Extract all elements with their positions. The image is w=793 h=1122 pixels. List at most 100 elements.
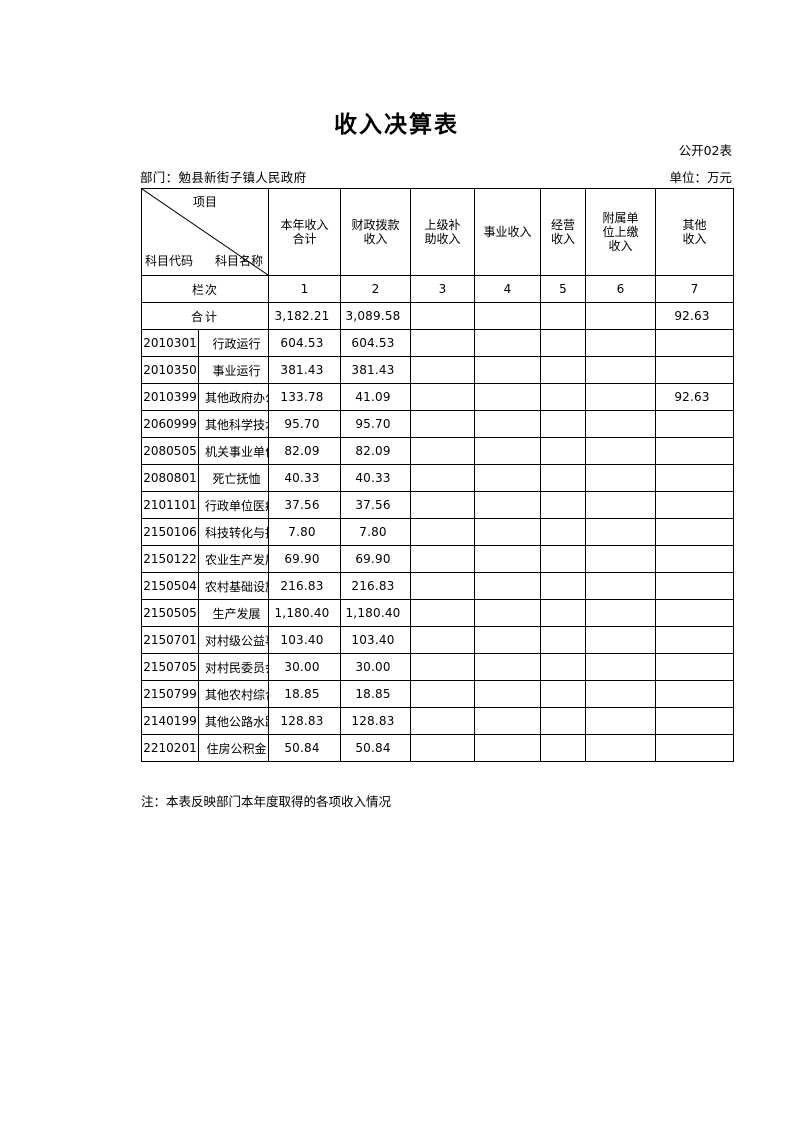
row-c2: 41.09	[340, 383, 411, 411]
row-code: 2010399	[141, 383, 199, 411]
row-c5	[540, 410, 586, 438]
row-c6	[585, 707, 656, 735]
row-c7: 92.63	[655, 383, 734, 411]
row-c2: 50.84	[340, 734, 411, 762]
row-c2: 604.53	[340, 329, 411, 357]
row-c6	[585, 599, 656, 627]
row-c5	[540, 626, 586, 654]
row-c1: 50.84	[268, 734, 341, 762]
row-c1: 1,180.40	[268, 599, 341, 627]
table-row: 2010301 行政运行 604.53 604.53	[141, 329, 734, 357]
row-name: 农村基础设施	[198, 572, 269, 600]
row-c3	[410, 437, 475, 465]
row-c6	[585, 545, 656, 573]
row-c3	[410, 626, 475, 654]
header-col-2: 财政拨款 收入	[340, 188, 411, 276]
row-c2: 30.00	[340, 653, 411, 681]
sheet-number: 公开02表	[678, 143, 732, 158]
row-c6	[585, 572, 656, 600]
row-c4	[474, 518, 541, 546]
header-col-5: 经营 收入	[540, 188, 586, 276]
row-c1: 216.83	[268, 572, 341, 600]
row-c2: 103.40	[340, 626, 411, 654]
row-c4	[474, 383, 541, 411]
row-c7	[655, 410, 734, 438]
row-c5	[540, 437, 586, 465]
row-c2: 1,180.40	[340, 599, 411, 627]
diagonal-divider-icon	[142, 189, 268, 275]
row-c6	[585, 329, 656, 357]
row-c1: 7.80	[268, 518, 341, 546]
row-c2: 40.33	[340, 464, 411, 492]
row-c3	[410, 464, 475, 492]
row-c6	[585, 518, 656, 546]
row-c4	[474, 545, 541, 573]
row-c5	[540, 572, 586, 600]
row-c1: 40.33	[268, 464, 341, 492]
row-c4	[474, 410, 541, 438]
row-name: 其他农村综合	[198, 680, 269, 708]
row-code: 2210201	[141, 734, 199, 762]
total-c1: 3,182.21	[268, 302, 341, 330]
header-name-label: 科目名称	[214, 254, 263, 268]
row-c4	[474, 734, 541, 762]
row-c6	[585, 626, 656, 654]
row-c2: 216.83	[340, 572, 411, 600]
row-c3	[410, 734, 475, 762]
row-c5	[540, 599, 586, 627]
row-c7	[655, 680, 734, 708]
row-code: 2150106	[141, 518, 199, 546]
row-c2: 128.83	[340, 707, 411, 735]
row-c7	[655, 572, 734, 600]
row-c4	[474, 653, 541, 681]
lane-number-6: 6	[585, 275, 656, 303]
total-c6	[585, 302, 656, 330]
row-c1: 381.43	[268, 356, 341, 384]
row-c6	[585, 437, 656, 465]
lane-number-3: 3	[410, 275, 475, 303]
row-c5	[540, 653, 586, 681]
row-c4	[474, 626, 541, 654]
row-c1: 103.40	[268, 626, 341, 654]
row-code: 2150701	[141, 626, 199, 654]
total-label: 合计	[141, 302, 269, 330]
total-c3	[410, 302, 475, 330]
lane-row: 栏次 1 2 3 4 5 6 7	[141, 275, 734, 303]
row-name: 事业运行	[198, 356, 269, 384]
table-header-row: 项目 科目代码 科目名称 本年收入 合计 财政拨款 收入 上级补 助收入 事业收入 经…	[141, 188, 734, 276]
row-c7	[655, 653, 734, 681]
row-name: 死亡抚恤	[198, 464, 269, 492]
row-name: 行政单位医疗	[198, 491, 269, 519]
row-c1: 82.09	[268, 437, 341, 465]
row-code: 2150799	[141, 680, 199, 708]
lane-number-1: 1	[268, 275, 341, 303]
row-c1: 604.53	[268, 329, 341, 357]
table-row: 2150106科技转化与推7.807.80	[141, 518, 734, 546]
row-c3	[410, 356, 475, 384]
row-name: 其他科学技术	[198, 410, 269, 438]
row-c3	[410, 383, 475, 411]
row-c6	[585, 383, 656, 411]
row-c5	[540, 356, 586, 384]
row-name: 农业生产发展	[198, 545, 269, 573]
row-name: 机关事业单位	[198, 437, 269, 465]
header-col-6: 附属单 位上缴 收入	[585, 188, 656, 276]
row-c5	[540, 545, 586, 573]
header-project-label: 项目	[192, 195, 217, 209]
department-line: 部门：勉县新街子镇人民政府	[140, 170, 307, 185]
total-c5	[540, 302, 586, 330]
row-c5	[540, 383, 586, 411]
header-corner-cell: 项目 科目代码 科目名称	[141, 188, 269, 276]
row-c5	[540, 707, 586, 735]
row-c7	[655, 491, 734, 519]
row-c3	[410, 329, 475, 357]
row-c3	[410, 572, 475, 600]
row-c5	[540, 518, 586, 546]
table-row: 2080801 死亡抚恤 40.33 40.33	[141, 464, 734, 492]
row-c7	[655, 437, 734, 465]
